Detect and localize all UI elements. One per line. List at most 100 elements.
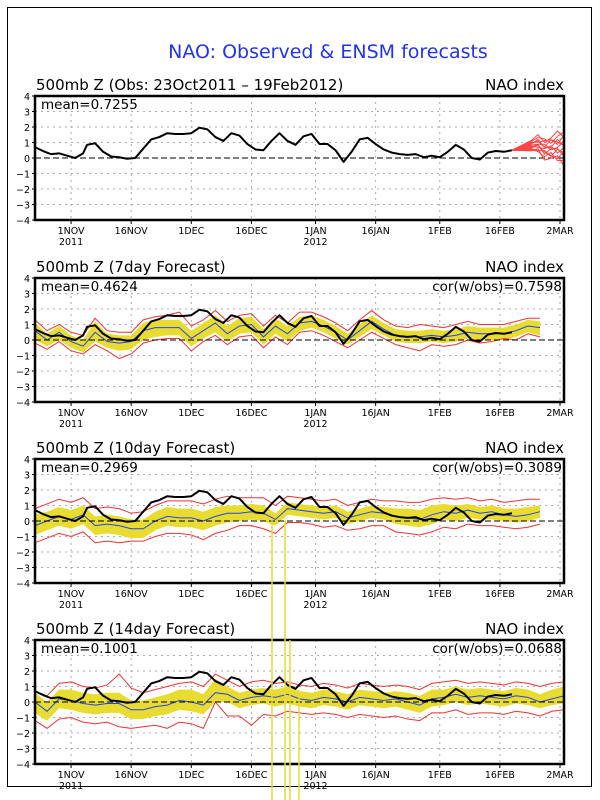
chart-title: NAO: Observed & ENSM forecasts	[168, 41, 488, 63]
x-tick-label: 16FEB	[485, 408, 515, 419]
y-tick-label: −2	[16, 729, 30, 740]
y-tick-label: 4	[24, 92, 30, 103]
x-tick-label: 1FEB	[428, 770, 452, 781]
x-tick-label: 1JAN	[304, 408, 326, 419]
observed-line	[34, 489, 513, 526]
y-tick-label: −1	[16, 352, 30, 363]
y-tick-label: 1	[24, 502, 30, 513]
mean-label: mean=0.1001	[41, 641, 138, 657]
y-tick-label: 2	[24, 305, 30, 316]
x-tick-label: 16NOV	[115, 770, 149, 781]
panel-right-label: NAO index	[485, 439, 564, 457]
panel-2: 500mb Z (7day Forecast) NAO index 4 3 2 1 0 −1 −…	[16, 258, 574, 430]
x-tick-label: 16JAN	[361, 226, 389, 237]
x-tick-label: 1DEC	[178, 408, 204, 419]
mean-label: mean=0.7255	[41, 97, 138, 113]
x-tick-label: 1NOV	[58, 770, 85, 781]
x-tick-label: 16DEC	[235, 770, 267, 781]
y-tick-label: 1	[24, 683, 30, 694]
panel-right-label: NAO index	[485, 76, 564, 94]
panel-right-label: NAO index	[485, 258, 564, 276]
x-tick-sublabel: 2012	[303, 237, 327, 248]
y-tick-label: 0	[24, 336, 30, 347]
y-tick-label: −2	[16, 548, 30, 559]
y-tick-label: 0	[24, 698, 30, 709]
y-tick-label: −3	[16, 383, 30, 394]
y-tick-label: −4	[16, 579, 30, 590]
x-tick-label: 1DEC	[178, 770, 204, 781]
upper-bound-line	[34, 495, 540, 514]
y-tick-label: 1	[24, 321, 30, 332]
x-tick-label: 16JAN	[361, 408, 389, 419]
lower-bound-line	[34, 522, 541, 544]
y-tick-label: 4	[24, 636, 30, 647]
x-tick-label: 2MAR	[546, 226, 574, 237]
y-tick-label: 4	[24, 274, 30, 285]
x-tick-sublabel: 2011	[59, 600, 83, 611]
panel-title: 500mb Z (Obs: 23Oct2011 – 19Feb2012)	[36, 76, 343, 94]
correlation-label: cor(w/obs)=0.0688	[432, 641, 562, 657]
y-tick-label: −3	[16, 564, 30, 575]
y-tick-label: −1	[16, 533, 30, 544]
x-tick-label: 16FEB	[485, 226, 515, 237]
correlation-label: cor(w/obs)=0.7598	[432, 279, 562, 295]
x-tick-label: 2MAR	[546, 408, 574, 419]
x-tick-sublabel: 2012	[303, 600, 327, 611]
x-tick-label: 16NOV	[115, 226, 149, 237]
y-tick-label: 2	[24, 123, 30, 134]
x-tick-sublabel: 2011	[59, 419, 83, 430]
x-tick-label: 1DEC	[178, 226, 204, 237]
x-tick-label: 2MAR	[546, 770, 574, 781]
x-tick-label: 1DEC	[178, 589, 204, 600]
y-tick-label: −3	[16, 745, 30, 756]
mean-label: mean=0.2969	[41, 460, 138, 476]
spread-band	[35, 502, 540, 539]
y-tick-label: 4	[24, 455, 30, 466]
y-tick-label: −3	[16, 201, 30, 212]
correlation-label: cor(w/obs)=0.3089	[432, 460, 562, 476]
x-tick-label: 1JAN	[304, 226, 326, 237]
panel-3: 500mb Z (10day Forecast) NAO index 4 3 2 1 0 −1…	[16, 439, 574, 611]
forecast-member-line	[511, 130, 565, 151]
y-tick-label: 3	[24, 471, 30, 482]
spread-artifact-lines	[271, 520, 300, 800]
panel-1: 500mb Z (Obs: 23Oct2011 – 19Feb2012) NAO …	[16, 76, 574, 248]
x-tick-label: 1JAN	[304, 589, 326, 600]
x-tick-label: 1NOV	[58, 226, 85, 237]
mean-label: mean=0.4624	[41, 279, 138, 295]
panel-title: 500mb Z (7day Forecast)	[36, 258, 226, 276]
x-tick-label: 2MAR	[546, 589, 574, 600]
x-tick-label: 16DEC	[235, 408, 267, 419]
y-tick-label: −4	[16, 398, 30, 409]
y-tick-label: 2	[24, 667, 30, 678]
x-tick-label: 16FEB	[485, 770, 515, 781]
y-tick-label: −4	[16, 216, 30, 227]
x-tick-label: 16DEC	[235, 226, 267, 237]
x-tick-sublabel: 2012	[303, 781, 327, 792]
x-tick-label: 16JAN	[361, 770, 389, 781]
y-tick-label: −2	[16, 185, 30, 196]
panel-right-label: NAO index	[485, 620, 564, 638]
y-tick-label: 0	[24, 154, 30, 165]
x-tick-sublabel: 2011	[59, 781, 83, 792]
y-tick-label: −4	[16, 760, 30, 771]
x-tick-sublabel: 2011	[59, 237, 83, 248]
x-tick-label: 16JAN	[361, 589, 389, 600]
x-tick-sublabel: 2012	[303, 419, 327, 430]
x-tick-label: 16NOV	[115, 408, 149, 419]
x-tick-label: 1NOV	[58, 589, 85, 600]
x-tick-label: 16DEC	[235, 589, 267, 600]
x-tick-label: 1NOV	[58, 408, 85, 419]
observed-line	[34, 126, 513, 163]
y-tick-label: 3	[24, 652, 30, 663]
ensemble-mean-line	[34, 508, 541, 530]
x-tick-label: 1JAN	[304, 770, 326, 781]
y-tick-label: 3	[24, 108, 30, 119]
y-tick-label: −1	[16, 714, 30, 725]
y-tick-label: 0	[24, 517, 30, 528]
x-tick-label: 1FEB	[428, 589, 452, 600]
y-tick-label: 1	[24, 139, 30, 150]
x-tick-label: 1FEB	[428, 226, 452, 237]
y-tick-label: 2	[24, 486, 30, 497]
